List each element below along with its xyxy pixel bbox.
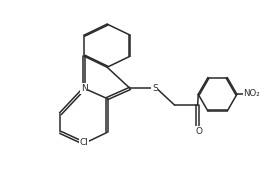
Text: N: N — [81, 84, 88, 93]
Text: O: O — [195, 127, 202, 136]
Text: S: S — [152, 84, 158, 93]
Text: Cl: Cl — [80, 138, 89, 147]
Text: NO₂: NO₂ — [244, 89, 260, 98]
